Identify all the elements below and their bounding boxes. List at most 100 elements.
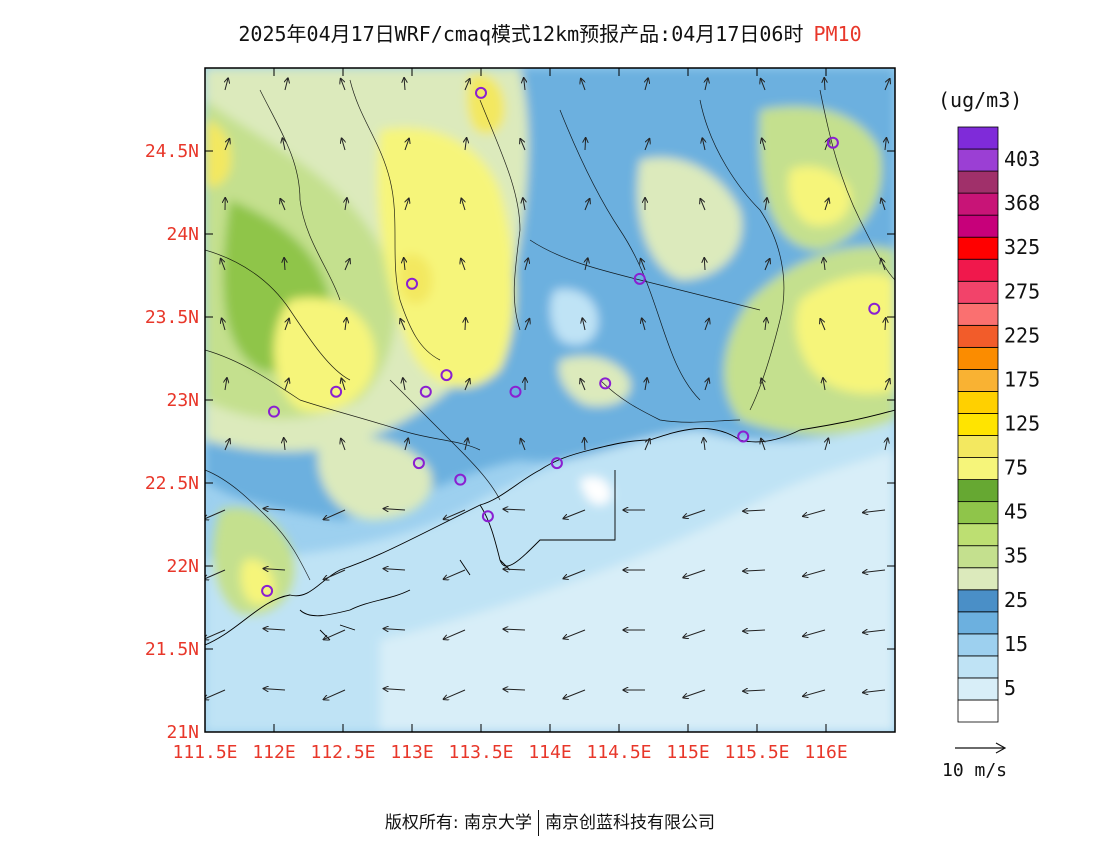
wind-arrow: [222, 318, 225, 331]
wind-arrow: [761, 379, 765, 391]
wind-arrow: [885, 318, 886, 331]
wind-reference-label: 10 m/s: [942, 760, 1008, 781]
station-marker: [440, 369, 453, 382]
wind-arrow: [641, 259, 646, 271]
station-marker: [599, 377, 612, 390]
wind-arrow: [825, 199, 829, 211]
wind-arrow: [405, 438, 408, 451]
station-marker: [419, 385, 432, 398]
wind-arrow: [444, 629, 466, 639]
wind-arrow: [582, 318, 585, 331]
wind-arrow: [823, 378, 825, 391]
colorbar-swatch: [957, 170, 999, 194]
wind-arrow: [444, 689, 466, 699]
wind-arrow: [863, 510, 886, 513]
wind-arrow: [504, 509, 526, 510]
colorbar-swatch: [957, 280, 999, 304]
y-axis: 21N 21.5N 22N 22.5N 23N 23.5N 24N 24.5N: [145, 141, 895, 743]
wind-arrow: [761, 439, 766, 451]
copyright-right: 南京创蓝科技有限公司: [545, 813, 716, 833]
colorbar-label: 225: [1004, 323, 1040, 347]
colorbar-swatch: [957, 611, 999, 635]
wind-arrow: [705, 78, 708, 91]
wind-arrow: [341, 439, 346, 451]
wind-arrow: [264, 689, 286, 690]
colorbar-swatch: [957, 479, 999, 503]
colorbar-label: 45: [1004, 500, 1028, 524]
wind-arrow: [563, 629, 586, 639]
wind-arrow: [683, 629, 706, 637]
colorbar-label: 35: [1004, 544, 1028, 568]
wind-arrow: [285, 379, 289, 391]
wind-arrow: [504, 629, 526, 630]
station-marker: [737, 430, 750, 443]
wind-arrow: [885, 438, 888, 451]
colorbar-label: 175: [1004, 367, 1040, 391]
x-tick-label: 111.5E: [172, 742, 237, 763]
station-marker: [454, 473, 467, 486]
colorbar-swatch: [957, 633, 999, 657]
wind-arrow: [344, 259, 350, 271]
wind-arrow: [765, 198, 767, 211]
wind-arrow: [225, 78, 228, 91]
wind-arrow: [765, 318, 766, 331]
colorbar-label: 325: [1004, 235, 1040, 259]
colorbar-swatch: [957, 655, 999, 679]
wind-arrow: [465, 138, 467, 151]
wind-arrow: [264, 509, 286, 510]
wind-arrow: [324, 629, 346, 639]
wind-vectors: [205, 78, 890, 699]
wind-arrow: [403, 378, 405, 391]
wind-arrow: [743, 510, 766, 511]
wind-arrow: [825, 438, 828, 451]
wind-arrow: [405, 199, 409, 211]
colorbar-swatch: [957, 589, 999, 613]
wind-arrow: [563, 509, 586, 519]
y-tick-label: 21N: [166, 722, 199, 743]
wind-arrow: [863, 630, 886, 633]
colorbar-swatch: [957, 699, 999, 723]
wind-arrow: [285, 78, 288, 91]
x-tick-label: 113.5E: [448, 742, 513, 763]
wind-arrow: [824, 258, 825, 271]
colorbar-label: 25: [1004, 588, 1028, 612]
station-marker: [481, 510, 494, 523]
wind-arrow: [384, 689, 406, 690]
wind-arrow: [863, 570, 886, 573]
wind-arrow: [461, 259, 466, 271]
wind-arrow: [683, 569, 706, 577]
colorbar-swatch: [957, 391, 999, 414]
wind-arrow: [764, 259, 770, 271]
wind-arrow: [704, 258, 705, 271]
wind-arrow: [863, 690, 886, 693]
wind-arrow: [704, 438, 705, 451]
wind-arrow: [645, 378, 647, 391]
wind-arrow: [803, 569, 826, 576]
wind-arrow: [205, 569, 226, 579]
wind-arrow: [820, 319, 826, 331]
wind-arrow: [444, 509, 466, 519]
colorbar-swatch: [957, 545, 999, 569]
wind-arrow: [803, 509, 826, 516]
wind-arrow: [644, 139, 649, 151]
wind-arrow: [404, 78, 405, 91]
wind-arrow: [563, 689, 586, 699]
province-borders: [205, 79, 895, 581]
wind-arrow: [264, 629, 286, 630]
wind-arrow: [702, 138, 705, 151]
monitoring-stations: [261, 86, 881, 597]
wind-arrow: [225, 378, 227, 391]
wind-arrow: [341, 379, 345, 391]
colorbar-swatch: [957, 501, 999, 525]
colorbar-swatch: [957, 324, 999, 348]
wind-arrow: [342, 138, 345, 151]
wind-arrow: [324, 509, 346, 519]
y-tick-label: 22N: [166, 556, 199, 577]
colorbar-swatch: [957, 457, 999, 480]
wind-arrow: [581, 79, 586, 91]
pollutant-label: PM10: [813, 22, 862, 46]
wind-arrow: [585, 138, 586, 151]
colorbar-swatch: [957, 192, 999, 216]
wind-arrow: [584, 199, 590, 211]
wind-arrow: [324, 689, 346, 699]
